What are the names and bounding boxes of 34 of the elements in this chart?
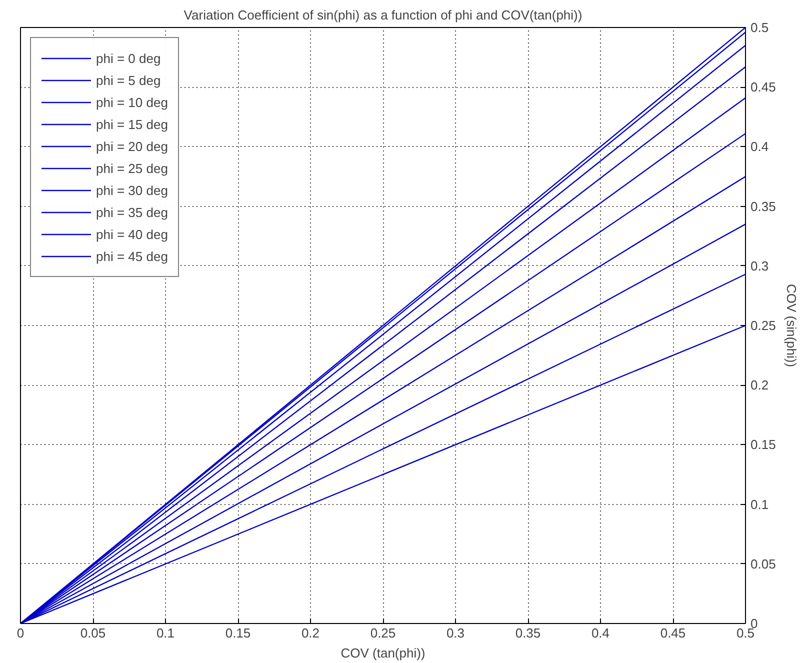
legend-label: phi = 45 deg bbox=[96, 248, 168, 266]
x-tick-label: 0.35 bbox=[515, 626, 541, 640]
y-tick-label: 0.2 bbox=[750, 378, 769, 393]
y-tick-label: 0.05 bbox=[750, 556, 776, 572]
y-tick-label: 0.1 bbox=[750, 496, 769, 512]
x-tick-label: 0.3 bbox=[446, 626, 465, 640]
y-tick-label: 0.4 bbox=[750, 139, 769, 154]
y-tick-label: 0.15 bbox=[750, 437, 776, 452]
chart-title: Variation Coefficient of sin(phi) as a function of phi and COV(tan(phi)) bbox=[184, 8, 582, 22]
x-tick-label: 0.25 bbox=[370, 626, 396, 640]
y-axis-title: COV (sin(phi)) bbox=[784, 284, 799, 368]
legend-label: phi = 0 deg bbox=[96, 50, 161, 68]
legend-label: phi = 10 deg bbox=[96, 94, 168, 112]
y-tick-label: 0 bbox=[750, 616, 758, 631]
y-tick-label: 0.25 bbox=[750, 318, 776, 333]
legend-label: phi = 35 deg bbox=[96, 204, 168, 222]
x-axis-title: COV (tan(phi)) bbox=[340, 646, 426, 660]
y-tick-label: 0.5 bbox=[750, 20, 769, 35]
x-tick-label: 0.05 bbox=[80, 626, 106, 640]
x-tick-label: 0.2 bbox=[301, 626, 320, 640]
legend-label: phi = 40 deg bbox=[96, 226, 168, 244]
legend-label: phi = 20 deg bbox=[96, 138, 168, 156]
x-tick-label: 0.1 bbox=[156, 626, 175, 640]
legend-label: phi = 15 deg bbox=[96, 116, 168, 134]
x-tick-label: 0.15 bbox=[225, 626, 251, 640]
legend-label: phi = 25 deg bbox=[96, 160, 168, 178]
x-tick-label: 0 bbox=[16, 626, 24, 640]
legend-label: phi = 5 deg bbox=[96, 72, 161, 90]
x-tick-label: 0.45 bbox=[660, 626, 686, 640]
legend-label: phi = 30 deg bbox=[96, 182, 168, 200]
x-tick-label: 0.4 bbox=[591, 626, 610, 640]
y-tick-label: 0.3 bbox=[750, 258, 769, 274]
y-tick-label: 0.45 bbox=[750, 80, 776, 95]
y-tick-label: 0.35 bbox=[750, 198, 776, 214]
